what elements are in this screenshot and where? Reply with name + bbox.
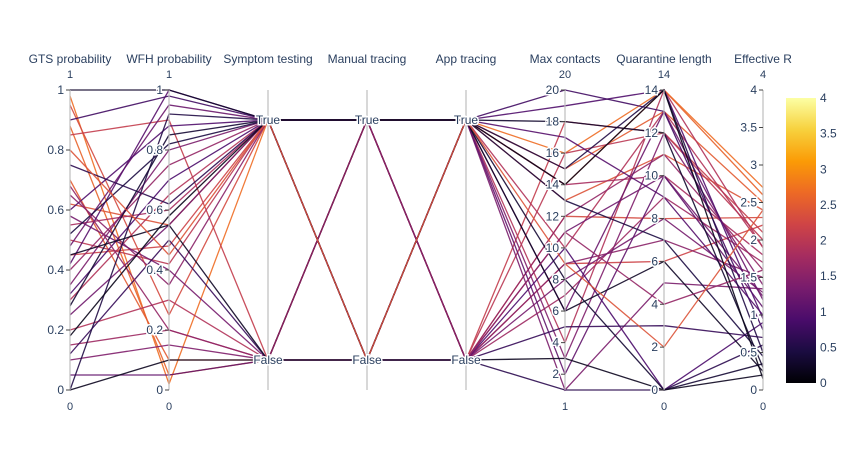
axis-tick-label: 0.8 xyxy=(47,143,64,157)
axis-tick-label: 0.8 xyxy=(146,143,163,157)
axis-tick-label: 0.4 xyxy=(146,263,163,277)
axis-title: Symptom testing xyxy=(223,52,312,66)
axis-tick-label: 6 xyxy=(552,304,559,318)
axis-manual-tracing[interactable]: Manual tracing False True xyxy=(328,52,407,390)
axis-tick-label: 0.2 xyxy=(47,323,64,337)
axis-tick-label: 2 xyxy=(651,340,658,354)
axis-title: WFH probability xyxy=(126,52,211,66)
axis-range-max: 4 xyxy=(760,69,766,81)
axis-tick-label: 4 xyxy=(651,297,658,311)
data-line-34 xyxy=(69,118,764,362)
axis-tick-label: 12 xyxy=(645,126,659,140)
axis-tick-label: True xyxy=(256,113,281,127)
colorbar-tick-label: 2 xyxy=(820,234,827,248)
axis-tick-label: 0 xyxy=(57,383,64,397)
data-line-28 xyxy=(69,119,764,357)
axis-tick-label: False xyxy=(352,353,382,367)
axis-tick-label: 1 xyxy=(156,83,163,97)
axis-title: App tracing xyxy=(436,52,497,66)
axis-range-max: 20 xyxy=(559,69,571,81)
axis-tick-label: 2 xyxy=(552,367,559,381)
axis-tick-label: 0 xyxy=(651,383,658,397)
axis-range-min: 0 xyxy=(166,401,172,413)
colorbar-tick-label: 1 xyxy=(820,305,827,319)
axis-tick-label: False xyxy=(253,353,283,367)
axis-app-tracing[interactable]: App tracing False True xyxy=(436,52,497,390)
colorbar-tick-label: 4 xyxy=(820,91,827,105)
axis-tick-label: 3 xyxy=(750,158,757,172)
axis-tick-label: 0 xyxy=(750,383,757,397)
axis-tick-label: 12 xyxy=(546,209,560,223)
axis-tick-label: 0.4 xyxy=(47,263,64,277)
axis-tick-label: 0.5 xyxy=(740,346,757,360)
data-line-16 xyxy=(69,119,764,392)
data-line-32 xyxy=(69,357,764,391)
axis-range-min: 1 xyxy=(562,401,568,413)
axis-tick-label: True xyxy=(454,113,479,127)
colorbar-tick-label: 3 xyxy=(820,162,827,176)
data-line-29 xyxy=(69,118,764,391)
axis-tick-label: 2.5 xyxy=(740,196,757,210)
axis-range-max: 1 xyxy=(67,69,73,81)
axis-tick-label: 1.5 xyxy=(740,271,757,285)
axis-tick-label: 0.6 xyxy=(146,203,163,217)
axis-title: Max contacts xyxy=(530,52,601,66)
data-line-35 xyxy=(69,88,764,380)
axis-range-min: 0 xyxy=(67,401,73,413)
colorbar-tick-label: 0.5 xyxy=(820,340,837,354)
axis-effective-r[interactable]: Effective R 4 00 0.5 1 1.5 2 2.5 3 3.5 4 xyxy=(734,52,792,413)
axis-tick-label: 10 xyxy=(645,169,659,183)
colorbar: 0 0.5 1 1.5 2 2.5 3 3.5 4 xyxy=(786,91,837,390)
axis-tick-label: 8 xyxy=(552,272,559,286)
axis-tick-label: 1 xyxy=(750,308,757,322)
axis-tick-label: 3.5 xyxy=(740,121,757,135)
data-line-19 xyxy=(69,104,764,313)
axis-tick-label: 18 xyxy=(546,115,560,129)
axis-tick-label: 20 xyxy=(546,83,560,97)
axis-tick-label: 16 xyxy=(546,146,560,160)
axis-range-min: 0 xyxy=(760,401,766,413)
colorbar-tick-label: 0 xyxy=(820,376,827,390)
axis-tick-label: 0.2 xyxy=(146,323,163,337)
colorbar-tick-label: 1.5 xyxy=(820,269,837,283)
axis-tick-label: False xyxy=(451,353,481,367)
axis-title: Manual tracing xyxy=(328,52,407,66)
axis-tick-label: 4 xyxy=(552,336,559,350)
axis-tick-label: 14 xyxy=(645,83,659,97)
axis-range-max: 14 xyxy=(658,69,670,81)
axis-tick-label: True xyxy=(355,113,380,127)
axis-range-max: 1 xyxy=(166,69,172,81)
axis-gts-probability[interactable]: GTS probability 1 00 0.2 0.4 0.6 0.8 1 xyxy=(29,52,112,413)
axis-tick-label: 2 xyxy=(750,233,757,247)
data-lines xyxy=(69,88,764,392)
axis-title: Effective R xyxy=(734,52,792,66)
axis-tick-label: 4 xyxy=(750,83,757,97)
axis-tick-label: 10 xyxy=(546,241,560,255)
data-line-23 xyxy=(69,119,764,391)
data-line-22 xyxy=(69,89,764,320)
axis-tick-label: 1 xyxy=(57,83,64,97)
axis-quarantine-length[interactable]: Quarantine length 14 00 2 4 6 8 10 12 14 xyxy=(616,52,711,413)
axis-tick-label: 14 xyxy=(546,178,560,192)
colorbar-tick-label: 2.5 xyxy=(820,198,837,212)
axis-range-min: 0 xyxy=(661,401,667,413)
axis-tick-label: 0.6 xyxy=(47,203,64,217)
axis-wfh-probability[interactable]: WFH probability 1 00 0.2 0.4 0.6 0.8 1 xyxy=(126,52,211,413)
axis-title: Quarantine length xyxy=(616,52,711,66)
axis-title: GTS probability xyxy=(29,52,112,66)
axis-tick-label: 0 xyxy=(156,383,163,397)
axis-symptom-testing[interactable]: Symptom testing False True xyxy=(223,52,313,390)
axis-tick-label: 6 xyxy=(651,254,658,268)
data-line-26 xyxy=(69,119,764,391)
colorbar-tick-label: 3.5 xyxy=(820,127,837,141)
colorbar-gradient xyxy=(786,98,816,383)
axis-tick-label: 8 xyxy=(651,212,658,226)
